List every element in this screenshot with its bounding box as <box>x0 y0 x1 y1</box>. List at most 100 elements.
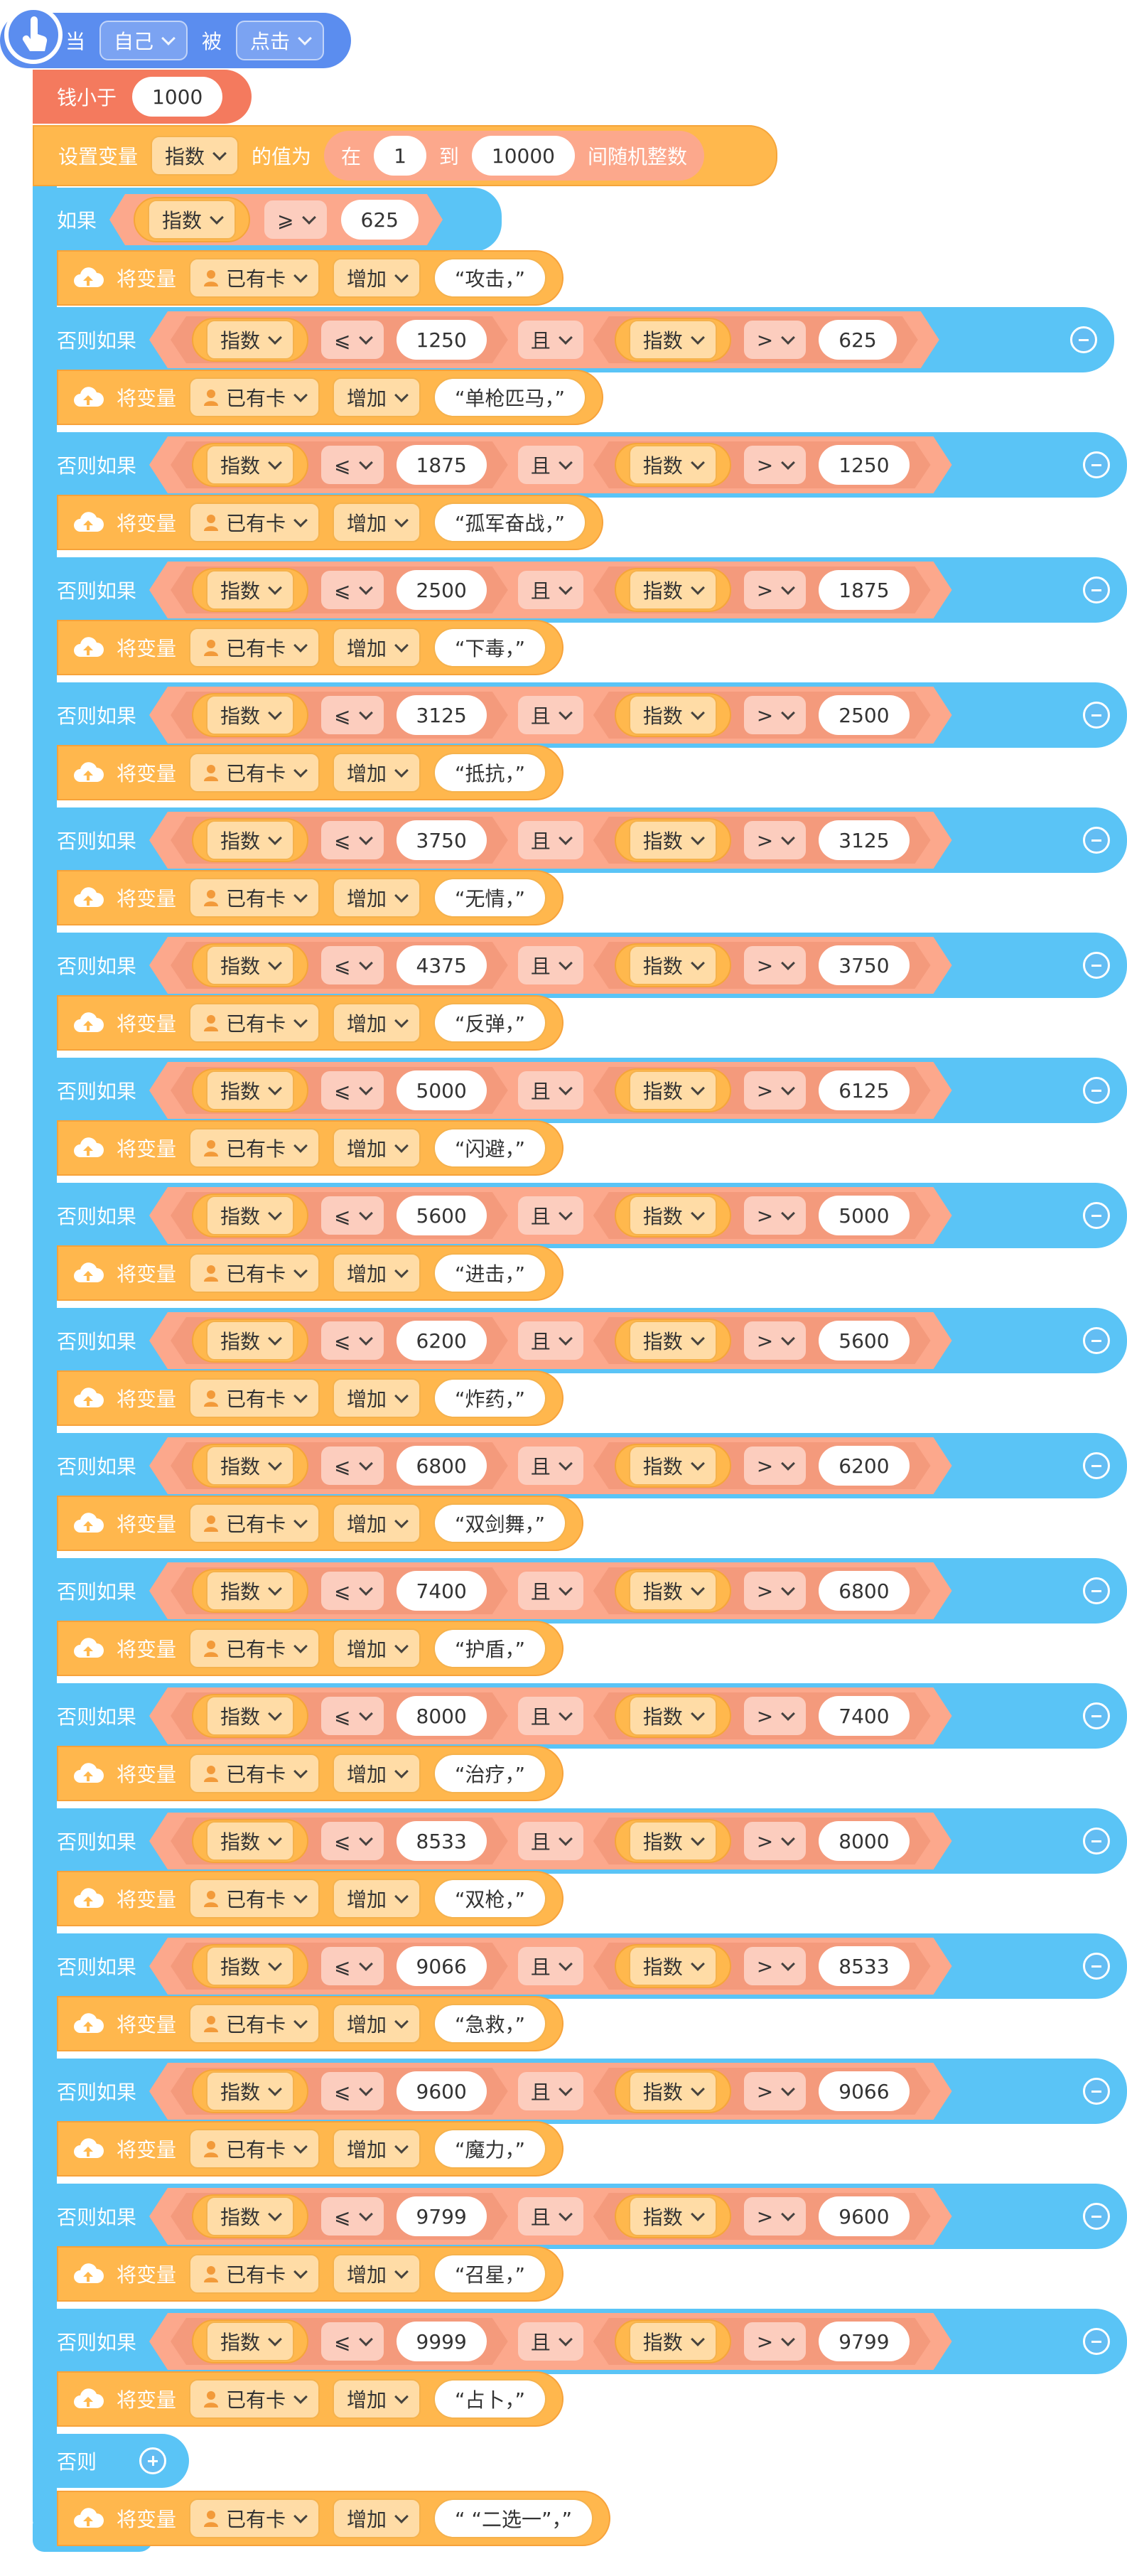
else-if-block[interactable]: 否则如果 指数 ⩽ 9999 且 指数 >9799 <box>33 2309 1127 2374</box>
card-variable-dropdown[interactable]: 已有卡 <box>189 878 320 918</box>
upper-compare-block[interactable]: 指数 >625 <box>593 316 918 363</box>
lower-compare-block[interactable]: 指数 ⩽ 3125 <box>171 692 508 739</box>
lower-threshold-input[interactable]: 1875 <box>397 445 487 485</box>
upper-compare-block[interactable]: 指数 >6200 <box>593 1442 931 1489</box>
remove-branch-button[interactable] <box>1083 1202 1110 1229</box>
comparison-operator-dropdown[interactable]: > <box>744 571 806 609</box>
comparison-operator-dropdown[interactable]: ⩾ <box>264 200 326 239</box>
add-operation-dropdown[interactable]: 增加 <box>333 258 421 298</box>
and-operator-dropdown[interactable]: 且 <box>518 1321 583 1360</box>
index-variable-dropdown[interactable]: 指数 <box>206 1196 294 1235</box>
upper-compare-block[interactable]: 指数 >1875 <box>593 567 931 613</box>
add-to-variable-block[interactable]: 将变量 已有卡 增加 “抵抗，” <box>57 745 564 800</box>
add-operation-dropdown[interactable]: 增加 <box>333 2499 421 2538</box>
comparison-operator-dropdown[interactable]: ⩽ <box>321 1572 383 1610</box>
card-variable-dropdown[interactable]: 已有卡 <box>189 1628 320 1668</box>
index-variable-dropdown[interactable]: 指数 <box>629 320 717 360</box>
upper-compare-block[interactable]: 指数 >3750 <box>593 942 931 989</box>
lower-threshold-input[interactable]: 6800 <box>397 1446 487 1486</box>
upper-compare-block[interactable]: 指数 >1250 <box>593 441 931 488</box>
index-variable-dropdown[interactable]: 指数 <box>629 695 717 735</box>
index-variable-dropdown[interactable]: 指数 <box>629 570 717 610</box>
action-text-input[interactable]: “召星，” <box>433 2254 547 2294</box>
index-variable-dropdown[interactable]: 指数 <box>206 320 294 360</box>
add-operation-dropdown[interactable]: 增加 <box>333 2129 421 2169</box>
index-variable-dropdown[interactable]: 指数 <box>206 945 294 985</box>
lower-threshold-input[interactable]: 5600 <box>397 1196 487 1235</box>
card-variable-dropdown[interactable]: 已有卡 <box>189 628 320 667</box>
remove-branch-button[interactable] <box>1083 1702 1110 1729</box>
set-variable-dropdown[interactable]: 指数 <box>151 136 239 176</box>
remove-branch-button[interactable] <box>1083 451 1110 478</box>
comparison-operator-dropdown[interactable]: > <box>744 321 806 359</box>
upper-threshold-input[interactable]: 9066 <box>819 2071 909 2111</box>
upper-threshold-input[interactable]: 3750 <box>819 945 909 985</box>
index-variable-dropdown[interactable]: 指数 <box>629 1070 717 1110</box>
comparison-operator-dropdown[interactable]: ⩽ <box>321 2322 383 2361</box>
lower-threshold-input[interactable]: 3125 <box>397 695 487 735</box>
index-variable-dropdown[interactable]: 指数 <box>206 2196 294 2236</box>
action-text-input[interactable]: “炸药，” <box>433 1378 547 1418</box>
action-text-input[interactable]: “抵抗，” <box>433 753 547 793</box>
comparison-operator-dropdown[interactable]: > <box>744 2197 806 2236</box>
add-operation-dropdown[interactable]: 增加 <box>333 2379 421 2419</box>
else-if-block[interactable]: 否则如果 指数 ⩽ 3750 且 指数 >3125 <box>33 807 1127 873</box>
upper-variable-pill[interactable]: 指数 <box>615 1068 731 1112</box>
comparison-operator-dropdown[interactable]: > <box>744 2072 806 2110</box>
and-operator-dropdown[interactable]: 且 <box>518 321 583 359</box>
upper-variable-pill[interactable]: 指数 <box>615 693 731 737</box>
index-variable-dropdown[interactable]: 指数 <box>629 445 717 485</box>
index-variable-dropdown[interactable]: 指数 <box>629 1821 717 1861</box>
lower-threshold-input[interactable]: 6200 <box>397 1321 487 1361</box>
index-variable-dropdown[interactable]: 指数 <box>206 695 294 735</box>
add-to-variable-block[interactable]: 将变量 已有卡 增加 “占卜，” <box>57 2371 564 2427</box>
lower-variable-pill[interactable]: 指数 <box>192 568 308 612</box>
and-block[interactable]: 指数 ⩽ 6200 且 指数 >5600 <box>149 1312 952 1369</box>
upper-variable-pill[interactable]: 指数 <box>615 568 731 612</box>
index-variable-dropdown[interactable]: 指数 <box>206 1946 294 1986</box>
action-text-input[interactable]: “急救，” <box>433 2004 547 2044</box>
upper-variable-pill[interactable]: 指数 <box>615 1444 731 1488</box>
and-operator-dropdown[interactable]: 且 <box>518 946 583 984</box>
upper-threshold-input[interactable]: 1875 <box>819 570 909 610</box>
else-if-block[interactable]: 否则如果 指数 ⩽ 9799 且 指数 >9600 <box>33 2184 1127 2249</box>
remove-branch-button[interactable] <box>1083 1828 1110 1855</box>
remove-branch-button[interactable] <box>1083 1077 1110 1104</box>
upper-variable-pill[interactable]: 指数 <box>615 2194 731 2238</box>
lower-compare-block[interactable]: 指数 ⩽ 5000 <box>171 1067 508 1114</box>
comparison-operator-dropdown[interactable]: > <box>744 446 806 484</box>
lower-compare-block[interactable]: 指数 ⩽ 9999 <box>171 2318 508 2365</box>
index-variable-dropdown[interactable]: 指数 <box>206 2071 294 2111</box>
random-from-input[interactable]: 1 <box>374 136 426 176</box>
else-if-block[interactable]: 否则如果 指数 ⩽ 1250 且 指数 >625 <box>33 307 1114 372</box>
else-if-block[interactable]: 否则如果 指数 ⩽ 3125 且 指数 >2500 <box>33 682 1127 748</box>
index-variable-dropdown[interactable]: 指数 <box>629 2196 717 2236</box>
upper-threshold-input[interactable]: 9799 <box>819 2322 909 2361</box>
index-variable-dropdown[interactable]: 指数 <box>629 1446 717 1486</box>
add-to-variable-block[interactable]: 将变量 已有卡 增加 “ “二选一”，” <box>57 2491 610 2546</box>
and-block[interactable]: 指数 ⩽ 1875 且 指数 >1250 <box>149 436 952 493</box>
index-variable-dropdown[interactable]: 指数 <box>629 2071 717 2111</box>
comparison-operator-dropdown[interactable]: > <box>744 1447 806 1485</box>
and-operator-dropdown[interactable]: 且 <box>518 1447 583 1485</box>
index-variable-dropdown[interactable]: 指数 <box>629 1696 717 1736</box>
add-operation-dropdown[interactable]: 增加 <box>333 377 421 417</box>
remove-branch-button[interactable] <box>1083 576 1110 603</box>
upper-threshold-input[interactable]: 7400 <box>819 1696 909 1736</box>
comparison-operator-dropdown[interactable]: > <box>744 1822 806 1860</box>
remove-branch-button[interactable] <box>1083 952 1110 979</box>
else-if-block[interactable]: 否则如果 指数 ⩽ 8000 且 指数 >7400 <box>33 1683 1127 1749</box>
lower-threshold-input[interactable]: 7400 <box>397 1571 487 1611</box>
comparison-operator-dropdown[interactable]: > <box>744 2322 806 2361</box>
and-block[interactable]: 指数 ⩽ 9066 且 指数 >8533 <box>149 1938 952 1995</box>
comparison-operator-dropdown[interactable]: > <box>744 1947 806 1985</box>
card-variable-dropdown[interactable]: 已有卡 <box>189 2499 320 2538</box>
comparison-operator-dropdown[interactable]: > <box>744 696 806 734</box>
card-variable-dropdown[interactable]: 已有卡 <box>189 1378 320 1418</box>
upper-compare-block[interactable]: 指数 >5000 <box>593 1192 931 1239</box>
lower-compare-block[interactable]: 指数 ⩽ 4375 <box>171 942 508 989</box>
remove-branch-button[interactable] <box>1083 702 1110 729</box>
comparison-operator-dropdown[interactable]: ⩽ <box>321 2197 383 2236</box>
and-block[interactable]: 指数 ⩽ 1250 且 指数 >625 <box>149 311 939 368</box>
card-variable-dropdown[interactable]: 已有卡 <box>189 377 320 417</box>
